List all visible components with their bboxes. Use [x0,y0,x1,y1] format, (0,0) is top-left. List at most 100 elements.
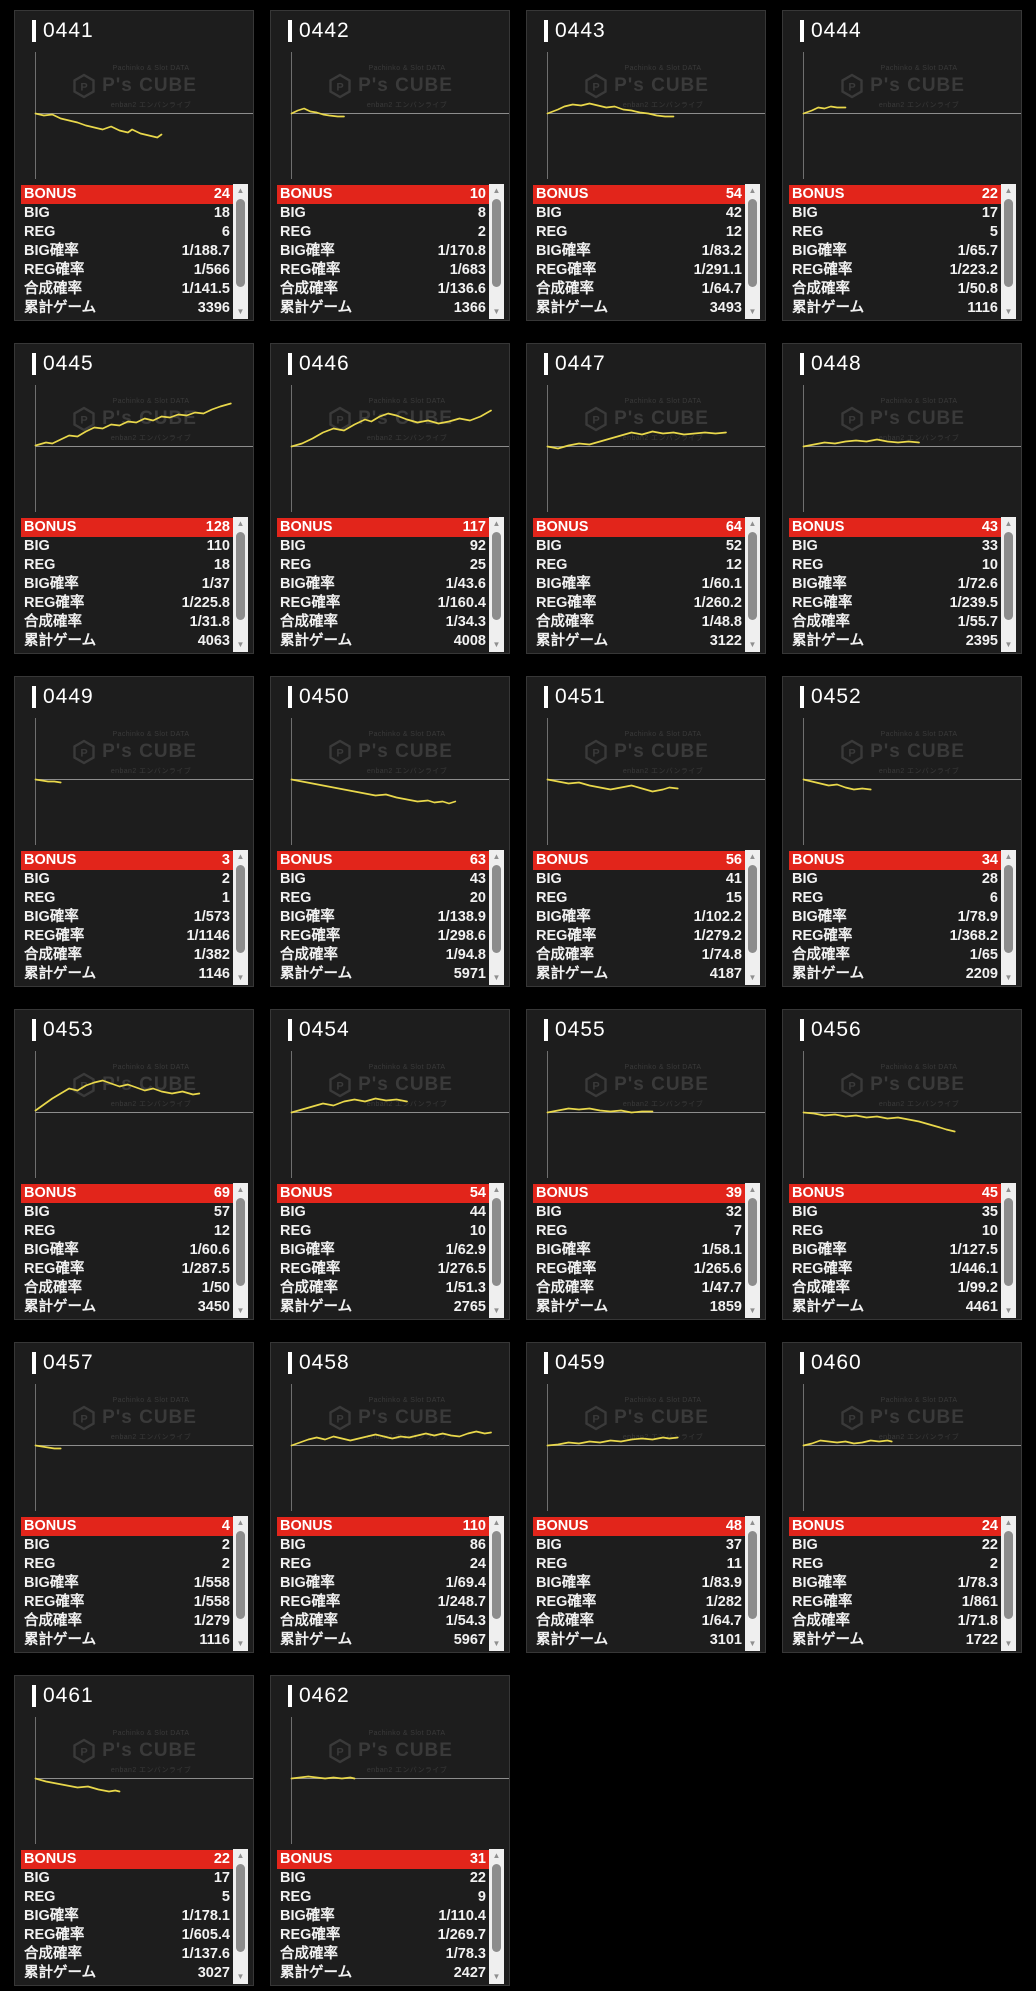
scroll-down-icon[interactable]: ▼ [492,1972,501,1981]
table-scrollbar[interactable]: ▲ ▼ [1001,184,1016,319]
machine-card[interactable]: 0443 Pachinko & Slot DATA P P's CUBE enb… [526,10,766,321]
scroll-up-icon[interactable]: ▲ [236,1518,245,1527]
scroll-up-icon[interactable]: ▲ [748,186,757,195]
table-scrollbar[interactable]: ▲ ▼ [745,1516,760,1651]
scrollbar-thumb[interactable] [236,532,245,620]
scroll-down-icon[interactable]: ▼ [492,1306,501,1315]
scrollbar-thumb[interactable] [236,1198,245,1286]
scroll-down-icon[interactable]: ▼ [748,1306,757,1315]
table-scrollbar[interactable]: ▲ ▼ [489,1516,504,1651]
scroll-up-icon[interactable]: ▲ [492,1185,501,1194]
table-scrollbar[interactable]: ▲ ▼ [489,1849,504,1984]
scroll-up-icon[interactable]: ▲ [748,1185,757,1194]
machine-card[interactable]: 0447 Pachinko & Slot DATA P P's CUBE enb… [526,343,766,654]
scroll-up-icon[interactable]: ▲ [1004,852,1013,861]
machine-card[interactable]: 0445 Pachinko & Slot DATA P P's CUBE enb… [14,343,254,654]
scroll-down-icon[interactable]: ▼ [236,1639,245,1648]
scrollbar-thumb[interactable] [492,532,501,620]
scroll-down-icon[interactable]: ▼ [1004,1306,1013,1315]
machine-card[interactable]: 0441 Pachinko & Slot DATA P P's CUBE enb… [14,10,254,321]
scroll-up-icon[interactable]: ▲ [1004,519,1013,528]
scrollbar-thumb[interactable] [748,865,757,953]
machine-card[interactable]: 0451 Pachinko & Slot DATA P P's CUBE enb… [526,676,766,987]
scroll-down-icon[interactable]: ▼ [748,1639,757,1648]
table-scrollbar[interactable]: ▲ ▼ [745,517,760,652]
machine-card[interactable]: 0462 Pachinko & Slot DATA P P's CUBE enb… [270,1675,510,1986]
scroll-up-icon[interactable]: ▲ [492,1518,501,1527]
scrollbar-thumb[interactable] [236,1864,245,1952]
scroll-up-icon[interactable]: ▲ [236,852,245,861]
scroll-down-icon[interactable]: ▼ [748,307,757,316]
table-scrollbar[interactable]: ▲ ▼ [1001,1183,1016,1318]
scrollbar-thumb[interactable] [748,1531,757,1619]
scroll-down-icon[interactable]: ▼ [236,640,245,649]
scroll-down-icon[interactable]: ▼ [236,307,245,316]
machine-card[interactable]: 0446 Pachinko & Slot DATA P P's CUBE enb… [270,343,510,654]
table-scrollbar[interactable]: ▲ ▼ [489,850,504,985]
scroll-up-icon[interactable]: ▲ [748,519,757,528]
table-scrollbar[interactable]: ▲ ▼ [233,1516,248,1651]
scrollbar-thumb[interactable] [748,532,757,620]
scroll-down-icon[interactable]: ▼ [492,1639,501,1648]
machine-card[interactable]: 0459 Pachinko & Slot DATA P P's CUBE enb… [526,1342,766,1653]
machine-card[interactable]: 0461 Pachinko & Slot DATA P P's CUBE enb… [14,1675,254,1986]
scroll-down-icon[interactable]: ▼ [492,307,501,316]
scrollbar-thumb[interactable] [1004,865,1013,953]
scroll-up-icon[interactable]: ▲ [236,186,245,195]
scrollbar-thumb[interactable] [1004,199,1013,287]
table-scrollbar[interactable]: ▲ ▼ [1001,1516,1016,1651]
scrollbar-thumb[interactable] [236,1531,245,1619]
scroll-up-icon[interactable]: ▲ [748,1518,757,1527]
scroll-down-icon[interactable]: ▼ [492,973,501,982]
machine-card[interactable]: 0460 Pachinko & Slot DATA P P's CUBE enb… [782,1342,1022,1653]
table-scrollbar[interactable]: ▲ ▼ [233,1849,248,1984]
machine-card[interactable]: 0450 Pachinko & Slot DATA P P's CUBE enb… [270,676,510,987]
table-scrollbar[interactable]: ▲ ▼ [745,184,760,319]
scrollbar-thumb[interactable] [492,1198,501,1286]
scrollbar-thumb[interactable] [236,865,245,953]
scrollbar-thumb[interactable] [492,199,501,287]
scrollbar-thumb[interactable] [236,199,245,287]
machine-card[interactable]: 0455 Pachinko & Slot DATA P P's CUBE enb… [526,1009,766,1320]
machine-card[interactable]: 0452 Pachinko & Slot DATA P P's CUBE enb… [782,676,1022,987]
scroll-up-icon[interactable]: ▲ [492,1851,501,1860]
table-scrollbar[interactable]: ▲ ▼ [489,184,504,319]
scroll-up-icon[interactable]: ▲ [492,852,501,861]
scroll-up-icon[interactable]: ▲ [748,852,757,861]
scroll-up-icon[interactable]: ▲ [1004,186,1013,195]
machine-card[interactable]: 0458 Pachinko & Slot DATA P P's CUBE enb… [270,1342,510,1653]
scroll-down-icon[interactable]: ▼ [1004,973,1013,982]
machine-card[interactable]: 0457 Pachinko & Slot DATA P P's CUBE enb… [14,1342,254,1653]
scroll-down-icon[interactable]: ▼ [236,1306,245,1315]
scroll-up-icon[interactable]: ▲ [236,1185,245,1194]
machine-card[interactable]: 0449 Pachinko & Slot DATA P P's CUBE enb… [14,676,254,987]
scroll-up-icon[interactable]: ▲ [492,186,501,195]
machine-card[interactable]: 0448 Pachinko & Slot DATA P P's CUBE enb… [782,343,1022,654]
scroll-down-icon[interactable]: ▼ [1004,640,1013,649]
machine-card[interactable]: 0454 Pachinko & Slot DATA P P's CUBE enb… [270,1009,510,1320]
scroll-down-icon[interactable]: ▼ [748,973,757,982]
scroll-up-icon[interactable]: ▲ [236,1851,245,1860]
table-scrollbar[interactable]: ▲ ▼ [489,517,504,652]
scrollbar-thumb[interactable] [1004,1198,1013,1286]
scroll-down-icon[interactable]: ▼ [1004,1639,1013,1648]
machine-card[interactable]: 0456 Pachinko & Slot DATA P P's CUBE enb… [782,1009,1022,1320]
scrollbar-thumb[interactable] [492,865,501,953]
scroll-up-icon[interactable]: ▲ [236,519,245,528]
table-scrollbar[interactable]: ▲ ▼ [233,184,248,319]
machine-card[interactable]: 0453 Pachinko & Slot DATA P P's CUBE enb… [14,1009,254,1320]
scrollbar-thumb[interactable] [492,1531,501,1619]
machine-card[interactable]: 0444 Pachinko & Slot DATA P P's CUBE enb… [782,10,1022,321]
scroll-up-icon[interactable]: ▲ [1004,1518,1013,1527]
table-scrollbar[interactable]: ▲ ▼ [1001,517,1016,652]
scroll-down-icon[interactable]: ▼ [748,640,757,649]
machine-card[interactable]: 0442 Pachinko & Slot DATA P P's CUBE enb… [270,10,510,321]
table-scrollbar[interactable]: ▲ ▼ [1001,850,1016,985]
table-scrollbar[interactable]: ▲ ▼ [233,1183,248,1318]
scrollbar-thumb[interactable] [1004,532,1013,620]
scroll-down-icon[interactable]: ▼ [492,640,501,649]
table-scrollbar[interactable]: ▲ ▼ [233,517,248,652]
scroll-up-icon[interactable]: ▲ [1004,1185,1013,1194]
scrollbar-thumb[interactable] [748,1198,757,1286]
scrollbar-thumb[interactable] [1004,1531,1013,1619]
